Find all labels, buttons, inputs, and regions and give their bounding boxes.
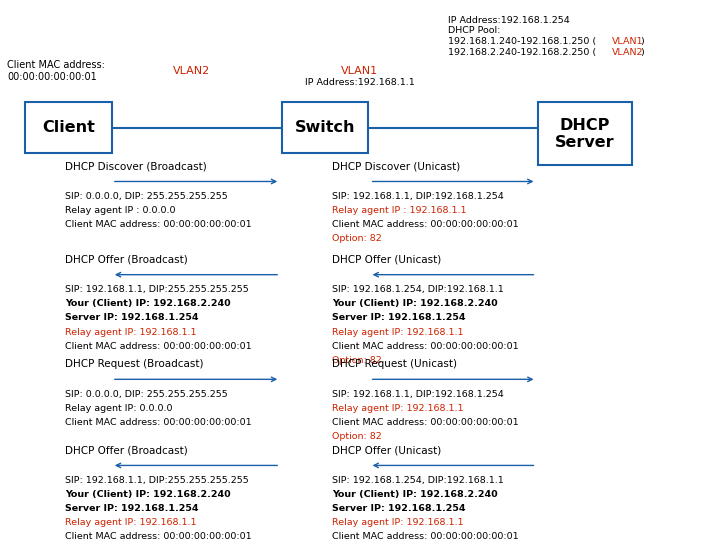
- Text: DHCP Offer (Broadcast): DHCP Offer (Broadcast): [65, 445, 188, 455]
- Text: Your (Client) IP: 192.168.2.240: Your (Client) IP: 192.168.2.240: [65, 490, 230, 499]
- Text: SIP: 192.168.1.1, DIP:192.168.1.254: SIP: 192.168.1.1, DIP:192.168.1.254: [332, 390, 504, 399]
- Text: SIP: 0.0.0.0, DIP: 255.255.255.255: SIP: 0.0.0.0, DIP: 255.255.255.255: [65, 390, 227, 399]
- Text: SIP: 192.168.1.1, DIP:255.255.255.255: SIP: 192.168.1.1, DIP:255.255.255.255: [65, 285, 249, 294]
- Text: Server IP: 192.168.1.254: Server IP: 192.168.1.254: [65, 504, 199, 513]
- Text: DHCP Offer (Unicast): DHCP Offer (Unicast): [332, 445, 441, 455]
- Text: DHCP Request (Broadcast): DHCP Request (Broadcast): [65, 359, 204, 369]
- Text: Client MAC address: 00:00:00:00:00:01: Client MAC address: 00:00:00:00:00:01: [65, 342, 251, 351]
- Text: Option: 82: Option: 82: [332, 234, 382, 244]
- FancyBboxPatch shape: [282, 102, 368, 153]
- Text: Client MAC address: 00:00:00:00:00:01: Client MAC address: 00:00:00:00:00:01: [65, 532, 251, 542]
- Text: Relay agent IP: 192.168.1.1: Relay agent IP: 192.168.1.1: [332, 328, 464, 337]
- Text: SIP: 192.168.1.254, DIP:192.168.1.1: SIP: 192.168.1.254, DIP:192.168.1.1: [332, 476, 504, 485]
- Text: Client MAC address: 00:00:00:00:00:01: Client MAC address: 00:00:00:00:00:01: [332, 418, 518, 427]
- Text: 00:00:00:00:00:01: 00:00:00:00:00:01: [7, 72, 97, 82]
- Text: Client MAC address: 00:00:00:00:00:01: Client MAC address: 00:00:00:00:00:01: [65, 220, 251, 229]
- Text: SIP: 0.0.0.0, DIP: 255.255.255.255: SIP: 0.0.0.0, DIP: 255.255.255.255: [65, 192, 227, 201]
- Text: Relay agent IP : 192.168.1.1: Relay agent IP : 192.168.1.1: [332, 206, 466, 215]
- Text: Switch: Switch: [295, 120, 355, 135]
- Text: DHCP Offer (Broadcast): DHCP Offer (Broadcast): [65, 255, 188, 264]
- Text: IP Address:192.168.1.1: IP Address:192.168.1.1: [305, 78, 414, 87]
- Text: ): ): [640, 48, 644, 57]
- FancyBboxPatch shape: [538, 102, 632, 165]
- Text: IP Address:192.168.1.254: IP Address:192.168.1.254: [448, 15, 570, 25]
- Text: Option: 82: Option: 82: [332, 432, 382, 441]
- Text: Relay agent IP : 0.0.0.0: Relay agent IP : 0.0.0.0: [65, 206, 175, 215]
- Text: Relay agent IP: 192.168.1.1: Relay agent IP: 192.168.1.1: [332, 518, 464, 528]
- Text: Client: Client: [42, 120, 95, 135]
- Text: Server IP: 192.168.1.254: Server IP: 192.168.1.254: [65, 313, 199, 323]
- Text: Server IP: 192.168.1.254: Server IP: 192.168.1.254: [332, 504, 466, 513]
- Text: 192.168.2.240-192.168.2.250 (: 192.168.2.240-192.168.2.250 (: [448, 48, 596, 57]
- Text: DHCP Request (Unicast): DHCP Request (Unicast): [332, 359, 457, 369]
- Text: Your (Client) IP: 192.168.2.240: Your (Client) IP: 192.168.2.240: [332, 490, 497, 499]
- Text: DHCP
Server: DHCP Server: [555, 118, 614, 150]
- Text: Client MAC address:: Client MAC address:: [7, 60, 105, 70]
- Text: Client MAC address: 00:00:00:00:00:01: Client MAC address: 00:00:00:00:00:01: [332, 342, 518, 351]
- Text: DHCP Offer (Unicast): DHCP Offer (Unicast): [332, 255, 441, 264]
- Text: Server IP: 192.168.1.254: Server IP: 192.168.1.254: [332, 313, 466, 323]
- Text: Your (Client) IP: 192.168.2.240: Your (Client) IP: 192.168.2.240: [65, 299, 230, 308]
- Text: Client MAC address: 00:00:00:00:00:01: Client MAC address: 00:00:00:00:00:01: [65, 418, 251, 427]
- Text: VLAN2: VLAN2: [612, 48, 643, 57]
- Text: SIP: 192.168.1.1, DIP:192.168.1.254: SIP: 192.168.1.1, DIP:192.168.1.254: [332, 192, 504, 201]
- Text: DHCP Discover (Broadcast): DHCP Discover (Broadcast): [65, 161, 206, 171]
- FancyBboxPatch shape: [25, 102, 112, 153]
- Text: Relay agent IP: 192.168.1.1: Relay agent IP: 192.168.1.1: [65, 518, 196, 528]
- Text: Relay agent IP: 0.0.0.0: Relay agent IP: 0.0.0.0: [65, 404, 173, 413]
- Text: SIP: 192.168.1.1, DIP:255.255.255.255: SIP: 192.168.1.1, DIP:255.255.255.255: [65, 476, 249, 485]
- Text: DHCP Pool:: DHCP Pool:: [448, 26, 500, 35]
- Text: Your (Client) IP: 192.168.2.240: Your (Client) IP: 192.168.2.240: [332, 299, 497, 308]
- Text: VLAN2: VLAN2: [173, 66, 210, 76]
- Text: DHCP Discover (Unicast): DHCP Discover (Unicast): [332, 161, 461, 171]
- Text: 192.168.1.240-192.168.1.250 (: 192.168.1.240-192.168.1.250 (: [448, 37, 596, 46]
- Text: Relay agent IP: 192.168.1.1: Relay agent IP: 192.168.1.1: [332, 404, 464, 413]
- Text: Client MAC address: 00:00:00:00:00:01: Client MAC address: 00:00:00:00:00:01: [332, 532, 518, 542]
- Text: VLAN1: VLAN1: [341, 66, 378, 76]
- Text: ): ): [640, 37, 644, 46]
- Text: VLAN1: VLAN1: [612, 37, 643, 46]
- Text: Client MAC address: 00:00:00:00:00:01: Client MAC address: 00:00:00:00:00:01: [332, 220, 518, 229]
- Text: Option: 82: Option: 82: [332, 356, 382, 365]
- Text: Relay agent IP: 192.168.1.1: Relay agent IP: 192.168.1.1: [65, 328, 196, 337]
- Text: SIP: 192.168.1.254, DIP:192.168.1.1: SIP: 192.168.1.254, DIP:192.168.1.1: [332, 285, 504, 294]
